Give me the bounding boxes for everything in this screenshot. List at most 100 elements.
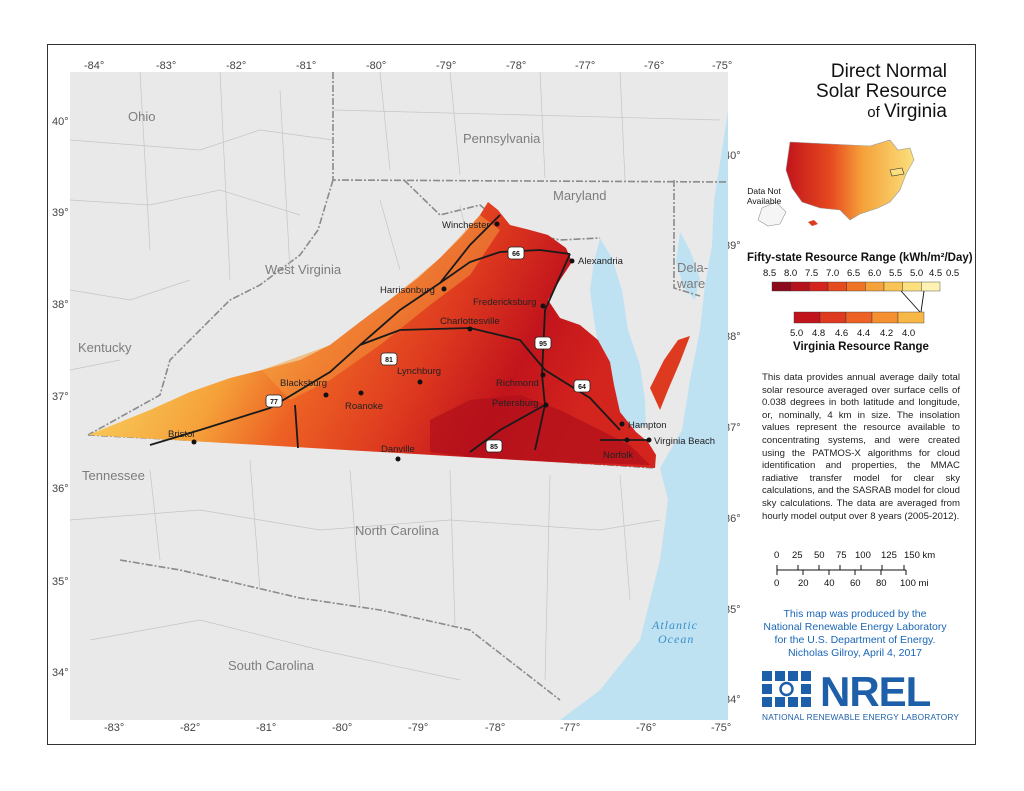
tick-lat-left: 35° xyxy=(52,576,69,588)
fifty-state-swatch xyxy=(846,281,866,292)
tick-lat-right: 38° xyxy=(724,331,741,343)
tick-lon-bottom: -81° xyxy=(256,722,277,734)
city-dot-winchester xyxy=(494,221,500,227)
i66-label: 66 xyxy=(512,251,520,258)
state-label-west-virginia: West Virginia xyxy=(265,262,342,277)
city-label-richmond: Richmond xyxy=(496,378,539,389)
tick-lon-top: -82° xyxy=(226,60,247,72)
county-lines xyxy=(70,72,721,681)
city-label-petersburg: Petersburg xyxy=(492,398,538,409)
scale-bar-lines xyxy=(776,565,907,575)
state-label-south-carolina: South Carolina xyxy=(228,658,315,673)
nrel-logo-icon xyxy=(762,671,811,707)
scale-km-label: 100 xyxy=(855,550,871,561)
virginia-swatch xyxy=(897,311,925,324)
scale-mi-label: 80 xyxy=(876,578,887,589)
city-dot-roanoke xyxy=(358,390,364,396)
fifty-state-swatch xyxy=(902,281,922,292)
scale-km-label: 50 xyxy=(814,550,825,561)
tick-lon-top: -77° xyxy=(575,60,596,72)
i81-label: 81 xyxy=(385,357,393,364)
atlantic-ocean xyxy=(560,72,728,720)
virginia-swatch xyxy=(871,311,899,324)
scale-mi-label: 60 xyxy=(850,578,861,589)
city-label-virginia-beach: Virginia Beach xyxy=(654,436,715,447)
fifty-state-swatch xyxy=(771,281,791,292)
data-not-available-label: Data Not Available xyxy=(746,186,782,206)
virginia-swatches xyxy=(793,311,925,324)
credit-line-4: Nicholas Gilroy, April 4, 2017 xyxy=(787,647,923,659)
us-inset-map xyxy=(757,139,915,227)
legend-fifty-label: 8.5 xyxy=(763,268,777,279)
city-label-roanoke: Roanoke xyxy=(345,401,383,412)
us-alaska xyxy=(757,201,787,227)
city-dot-richmond xyxy=(540,372,546,378)
i77-label: 77 xyxy=(270,399,278,406)
city-dot-harrisonburg xyxy=(441,286,447,292)
virginia-swatch xyxy=(793,311,821,324)
state-label-delaware-1: Dela- xyxy=(677,260,708,275)
legend-fifty-label: 5.0 xyxy=(910,268,924,279)
legend-fifty-label: 6.0 xyxy=(868,268,882,279)
legend-va-label: 4.4 xyxy=(857,328,871,339)
tick-lat-right: 40° xyxy=(724,150,741,162)
us-mainland xyxy=(785,139,915,221)
legend-va-label: 4.8 xyxy=(812,328,826,339)
virginia-highlight xyxy=(889,167,905,177)
credit-line-2: National Renewable Energy Laboratory xyxy=(763,621,947,633)
i85-shield: 85 xyxy=(485,439,503,453)
state-label-tennessee: Tennessee xyxy=(82,468,145,483)
city-dot-petersburg xyxy=(543,402,549,408)
city-label-lynchburg: Lynchburg xyxy=(397,366,441,377)
tick-lat-left: 37° xyxy=(52,391,69,403)
tick-lon-top: -84° xyxy=(84,60,105,72)
legend-connector-right xyxy=(920,290,925,313)
fifty-state-swatch xyxy=(809,281,829,292)
legend-fifty-label: 7.0 xyxy=(826,268,840,279)
scale-mi-label: 0 xyxy=(774,578,780,589)
scale-km-label: 25 xyxy=(792,550,803,561)
i81-shield: 81 xyxy=(380,352,398,366)
city-dot-norfolk xyxy=(624,437,630,443)
virginia-solar-map: 66 81 95 64 77 85 Ohio Pennsylvania Mary… xyxy=(70,72,728,720)
map-title: Direct Normal Solar Resource of Virginia xyxy=(735,62,947,123)
city-dot-lynchburg xyxy=(417,379,423,385)
city-label-blacksburg: Blacksburg xyxy=(280,378,327,389)
tick-lon-top: -83° xyxy=(156,60,177,72)
state-label-north-carolina: North Carolina xyxy=(355,523,440,538)
tick-lon-bottom: -79° xyxy=(408,722,429,734)
title-virginia: Virginia xyxy=(883,101,947,122)
i64-label: 64 xyxy=(578,384,586,391)
nrel-full-name: NATIONAL RENEWABLE ENERGY LABORATORY xyxy=(762,712,960,722)
scale-km-label: 75 xyxy=(836,550,847,561)
state-label-delaware-2: ware xyxy=(676,276,705,291)
city-dot-fredericksburg xyxy=(540,303,546,309)
delaware-bay xyxy=(676,232,700,300)
map-description: This data provides annual average daily … xyxy=(762,372,960,522)
legend-fifty-label: 0.5 xyxy=(946,268,960,279)
tick-lon-top: -81° xyxy=(296,60,317,72)
fifty-state-swatch xyxy=(865,281,885,292)
scale-mi-label: 100 mi xyxy=(900,578,929,589)
title-panel: Direct Normal Solar Resource of Virginia xyxy=(735,62,965,123)
tick-lat-right: 35° xyxy=(724,604,741,616)
tick-lat-left: 40° xyxy=(52,116,69,128)
city-markers xyxy=(191,221,652,462)
credit-block: This map was produced by the National Re… xyxy=(750,608,960,660)
city-label-harrisonburg: Harrisonburg xyxy=(380,285,435,296)
city-label-fredericksburg: Fredericksburg xyxy=(473,297,536,308)
city-dot-hampton xyxy=(619,421,625,427)
legend-va-label: 5.0 xyxy=(790,328,804,339)
tick-lat-left: 39° xyxy=(52,207,69,219)
tick-lon-bottom: -77° xyxy=(560,722,581,734)
tick-lat-left: 38° xyxy=(52,299,69,311)
i66-shield: 66 xyxy=(507,246,525,260)
state-label-kentucky: Kentucky xyxy=(78,340,132,355)
credit-line-1: This map was produced by the xyxy=(783,608,927,620)
tick-lon-bottom: -76° xyxy=(636,722,657,734)
virginia-legend-heading: Virginia Resource Range xyxy=(793,341,929,353)
scale-km-label: 150 km xyxy=(904,550,936,561)
i95-shield: 95 xyxy=(534,336,552,350)
city-label-danville: Danville xyxy=(381,444,415,455)
scale-km-label: 125 xyxy=(881,550,897,561)
